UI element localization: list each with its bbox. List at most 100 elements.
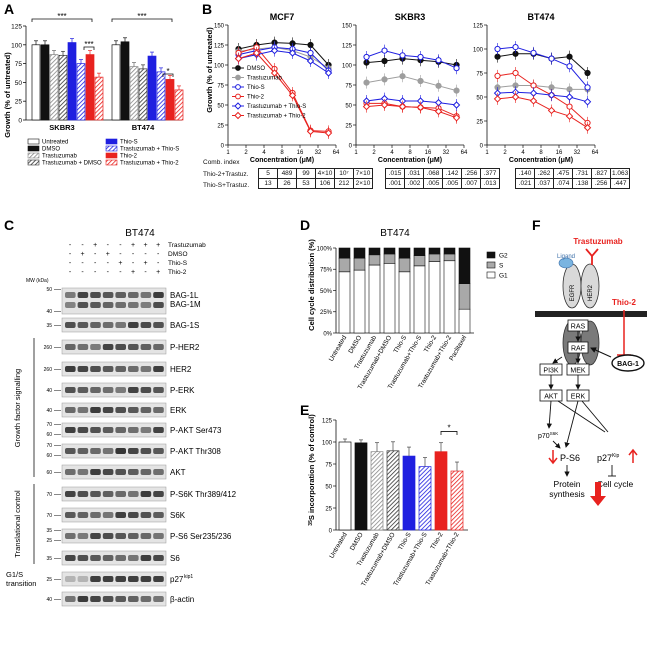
comb-table-cell: .475 — [553, 168, 573, 179]
panel-f-pathway-diagram: Ligand EGFR HER2 Trastuzumab Thio-2 RAS … — [535, 237, 647, 506]
comb-table-row: 13 26 53 106 212 2×10 — [258, 178, 373, 189]
panel-c-band — [128, 407, 139, 413]
comb-table-cell: .377 — [480, 168, 500, 179]
comb-table-cell: .068 — [423, 168, 443, 179]
panel-c-mw-tick-label: 35 — [46, 528, 52, 534]
panel-c-band — [115, 292, 126, 298]
panel-c-mw-tick-label: 260 — [44, 345, 53, 351]
panel-b-xtick-label: 32 — [443, 150, 450, 156]
panel-c-blot-label: P-ERK — [170, 386, 195, 395]
panel-b-point — [381, 57, 388, 65]
trastuzumab-antibody-icon — [585, 248, 599, 265]
panel-c-band — [115, 533, 126, 539]
panel-c-band — [115, 491, 126, 497]
panel-c-blot-label: BAG-1S — [170, 321, 199, 330]
panel-c-band — [65, 407, 76, 413]
panel-a-legend-swatch — [105, 138, 118, 145]
panel-c-band — [153, 491, 164, 497]
panel-d-ytick-label: 50% — [320, 289, 333, 295]
panel-b-point — [547, 106, 556, 115]
comb-table-cell: .021 — [515, 178, 535, 189]
comb-table-cell: 212 — [334, 178, 354, 189]
panel-b-point — [530, 49, 537, 56]
panel-label-e: E — [300, 402, 309, 418]
protein-label: Protein — [554, 479, 581, 489]
panel-b-point — [453, 65, 460, 72]
panel-c-band — [140, 344, 152, 350]
panel-c-blot-strip — [61, 528, 167, 544]
panel-c-sign: + — [144, 242, 148, 249]
panel-b-point — [417, 53, 424, 61]
panel-a-bar — [129, 66, 139, 121]
panel-c-band — [115, 344, 126, 350]
panel-b-point — [306, 57, 315, 65]
panel-b-point — [288, 49, 297, 57]
panel-c-mw-label: MW (kDa) — [26, 278, 49, 284]
panel-b-line-charts: Growth (% of untreated) MCF7025507510012… — [205, 12, 599, 164]
synthesis-label: synthesis — [549, 489, 584, 499]
panel-b-series-line — [366, 75, 457, 92]
panel-c-band — [77, 366, 89, 372]
panel-c-sign: + — [156, 269, 160, 276]
panel-d-ytick-label: 75% — [320, 268, 333, 274]
panel-a-legend-swatch — [27, 145, 40, 152]
panel-a-bar — [76, 63, 86, 121]
egfr-label: EGFR — [570, 284, 576, 301]
panel-a-bar — [147, 55, 157, 121]
panel-d-legend-label: S — [499, 263, 504, 270]
panel-c-sign: - — [107, 269, 110, 276]
comb-table-cell: .256 — [461, 168, 481, 179]
panel-c-mw-tick-label: 35 — [46, 556, 52, 562]
comb-table-cell: .031 — [404, 168, 424, 179]
panel-b-point — [416, 103, 425, 112]
panel-a-bar — [40, 44, 50, 121]
ligand-label: Ligand — [557, 254, 575, 260]
panel-c-band — [153, 512, 164, 518]
panel-c-band — [153, 448, 164, 454]
panel-c-blot-strip — [61, 287, 167, 315]
panel-b-point — [453, 87, 460, 94]
panel-d-legend-label: G1 — [499, 273, 508, 280]
panel-b-point — [512, 43, 519, 51]
panel-c-sign: - — [157, 260, 160, 267]
panel-c-mw-tick-label: 50 — [46, 287, 52, 293]
panel-b-ytick-label: 50 — [345, 103, 352, 109]
panel-c-band — [65, 387, 76, 393]
panel-c-band — [102, 596, 114, 602]
panel-c-band — [140, 512, 152, 518]
panel-c-blot-strip — [61, 486, 167, 502]
panel-d-bar-segment — [383, 253, 396, 264]
panel-e-xtick-label: DMSO — [349, 532, 365, 552]
raf-label: RAF — [571, 346, 585, 353]
panel-b-series-line — [497, 96, 588, 129]
panel-b-point — [363, 53, 370, 61]
panel-c-sign: - — [132, 260, 135, 267]
panel-a-legend-swatch — [27, 138, 40, 145]
comb-table-cell: .256 — [591, 178, 611, 189]
panel-c-band — [140, 322, 152, 328]
panel-c-band — [90, 596, 101, 602]
comb-table-cell: .002 — [404, 178, 424, 189]
panel-c-band — [115, 427, 126, 433]
panel-b-point — [452, 101, 461, 109]
comb-table-cell: 1.063 — [609, 168, 631, 179]
panel-b-xlabel: Concentration (μM) — [250, 157, 314, 164]
panel-d-bar-segment — [368, 254, 381, 266]
panel-c-sign: - — [81, 242, 84, 249]
ras-label: RAS — [571, 324, 586, 331]
panel-d-bar-segment — [398, 271, 411, 334]
comb-table-cell: .731 — [572, 168, 592, 179]
panel-d-xtick-label: Thio-2 — [423, 334, 438, 354]
p27-label: p27Kip — [597, 453, 619, 463]
panel-c-band — [140, 302, 152, 308]
panel-c-band — [128, 302, 139, 308]
panel-c-band — [115, 576, 126, 582]
sig-label-2: *** — [84, 40, 93, 49]
panel-c-band — [128, 448, 139, 454]
pi3k-label: PI3K — [543, 368, 559, 375]
panel-d-stacked-bars: BT474 Cell cycle distribution (%) 0% 25% 5… — [307, 228, 508, 391]
panel-c-band — [115, 596, 126, 602]
panel-c-blot-strip — [61, 361, 167, 377]
panel-a-bar — [94, 76, 104, 121]
